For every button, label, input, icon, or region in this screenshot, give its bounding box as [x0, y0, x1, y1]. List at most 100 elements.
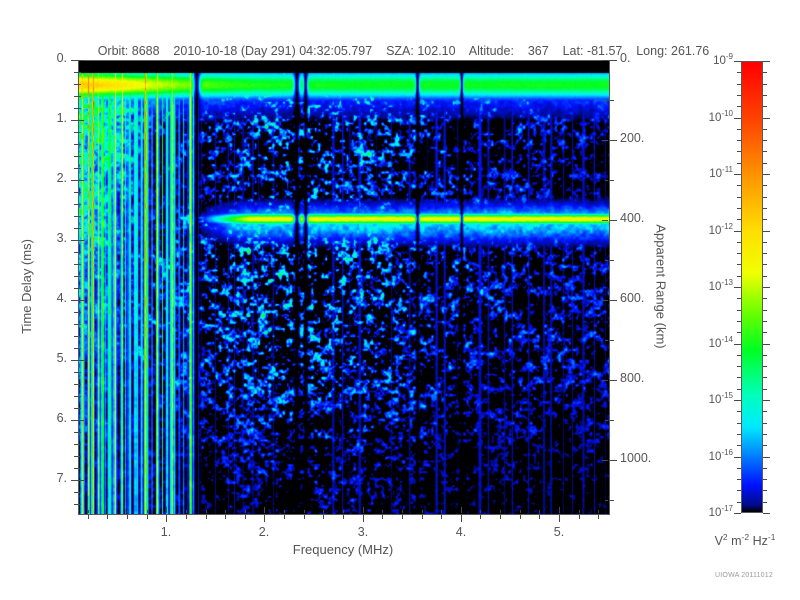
- colorbar-minor-tick: [737, 197, 741, 198]
- bottom-inner-minor-tick: [147, 510, 148, 513]
- colorbar-minor-tick: [737, 140, 741, 141]
- bottom-tick-label: 4.: [455, 525, 467, 539]
- left-minor-tick: [74, 108, 78, 109]
- colorbar-tick-label: 10-9: [679, 52, 733, 67]
- left-major-tick: [71, 60, 78, 61]
- colorbar-unit-hz: Hz: [749, 534, 768, 549]
- left-minor-tick: [74, 336, 78, 337]
- right-axis-title: Apparent Range (km): [652, 60, 670, 513]
- colorbar-minor-tick: [737, 264, 741, 265]
- left-inner-minor-tick: [78, 84, 81, 85]
- left-axis-title-text: Time Delay (ms): [18, 239, 34, 334]
- right-inner-tick: [602, 460, 608, 461]
- bottom-tick-label: 1.: [160, 525, 172, 539]
- left-inner-minor-tick: [78, 384, 81, 385]
- colorbar-tick-label: 10-12: [679, 222, 733, 237]
- left-inner-minor-tick: [78, 312, 81, 313]
- colorbar-minor-tick: [737, 321, 741, 322]
- colorbar-tick-label: 10-17: [679, 504, 733, 519]
- bottom-inner-minor-tick: [520, 510, 521, 513]
- colorbar-major-tick: [734, 513, 741, 514]
- colorbar-minor-tick-right: [763, 389, 767, 390]
- colorbar-major-tick-right: [763, 174, 770, 175]
- colorbar-minor-tick: [737, 151, 741, 152]
- colorbar-minor-tick-right: [763, 479, 767, 480]
- colorbar-minor-tick: [737, 242, 741, 243]
- right-inner-minor-tick: [605, 500, 608, 501]
- colorbar: [741, 61, 763, 513]
- colorbar-minor-tick: [737, 355, 741, 356]
- left-minor-tick: [74, 396, 78, 397]
- left-minor-tick: [74, 312, 78, 313]
- bottom-inner-minor-tick: [245, 510, 246, 513]
- right-inner-tick: [602, 380, 608, 381]
- left-minor-tick: [74, 468, 78, 469]
- colorbar-tick-exponent: -10: [721, 109, 733, 118]
- bottom-minor-tick: [323, 515, 324, 519]
- colorbar-tick-mantissa: 10: [708, 224, 722, 237]
- bottom-inner-minor-tick: [127, 510, 128, 513]
- colorbar-minor-tick: [737, 84, 741, 85]
- colorbar-minor-tick-right: [763, 140, 767, 141]
- left-minor-tick: [74, 492, 78, 493]
- bottom-minor-tick: [304, 515, 305, 519]
- right-inner-tick: [602, 300, 608, 301]
- colorbar-major-tick: [734, 174, 741, 175]
- left-minor-tick: [74, 432, 78, 433]
- left-minor-tick: [74, 216, 78, 217]
- right-inner-minor-tick: [605, 180, 608, 181]
- colorbar-tick-label: 10-14: [679, 335, 733, 350]
- bottom-tick-label: 3.: [357, 525, 369, 539]
- left-major-tick: [71, 420, 78, 421]
- left-axis-title: Time Delay (ms): [17, 60, 35, 513]
- colorbar-minor-tick: [737, 377, 741, 378]
- left-inner-minor-tick: [78, 264, 81, 265]
- colorbar-tick-label: 10-16: [679, 448, 733, 463]
- colorbar-minor-tick-right: [763, 242, 767, 243]
- colorbar-tick-exponent: -11: [722, 165, 733, 174]
- colorbar-minor-tick: [737, 163, 741, 164]
- colorbar-minor-tick-right: [763, 197, 767, 198]
- colorbar-minor-tick-right: [763, 423, 767, 424]
- colorbar-minor-tick-right: [763, 208, 767, 209]
- bottom-tick-label: 2.: [258, 525, 270, 539]
- bottom-inner-tick: [166, 507, 167, 513]
- colorbar-minor-tick-right: [763, 377, 767, 378]
- colorbar-minor-tick-right: [763, 185, 767, 186]
- left-minor-tick: [74, 276, 78, 277]
- colorbar-minor-tick-right: [763, 163, 767, 164]
- colorbar-major-tick: [734, 61, 741, 62]
- bottom-inner-minor-tick: [539, 510, 540, 513]
- left-inner-minor-tick: [78, 336, 81, 337]
- left-inner-tick: [78, 420, 84, 421]
- right-major-tick: [610, 300, 617, 301]
- bottom-minor-tick: [186, 515, 187, 519]
- colorbar-unit-m-exponent: -2: [741, 532, 750, 542]
- bottom-minor-tick: [147, 515, 148, 519]
- left-major-tick: [71, 480, 78, 481]
- bottom-major-tick: [559, 515, 560, 522]
- left-inner-minor-tick: [78, 168, 81, 169]
- left-minor-tick: [74, 96, 78, 97]
- right-minor-tick: [610, 260, 614, 261]
- colorbar-major-tick-right: [763, 513, 770, 514]
- left-tick-label: 3.: [56, 231, 67, 245]
- bottom-inner-minor-tick: [422, 510, 423, 513]
- left-inner-minor-tick: [78, 408, 81, 409]
- colorbar-minor-tick: [737, 310, 741, 311]
- colorbar-minor-tick: [737, 468, 741, 469]
- colorbar-minor-tick: [737, 332, 741, 333]
- bottom-inner-minor-tick: [225, 510, 226, 513]
- left-inner-minor-tick: [78, 492, 81, 493]
- colorbar-minor-tick: [737, 95, 741, 96]
- bottom-inner-minor-tick: [88, 510, 89, 513]
- colorbar-minor-tick: [737, 434, 741, 435]
- colorbar-minor-tick-right: [763, 84, 767, 85]
- colorbar-minor-tick-right: [763, 434, 767, 435]
- right-minor-tick: [610, 420, 614, 421]
- colorbar-minor-tick: [737, 185, 741, 186]
- bottom-minor-tick: [579, 515, 580, 519]
- colorbar-minor-tick-right: [763, 355, 767, 356]
- colorbar-unit-hz-exponent: -1: [767, 532, 776, 542]
- colorbar-major-tick: [734, 457, 741, 458]
